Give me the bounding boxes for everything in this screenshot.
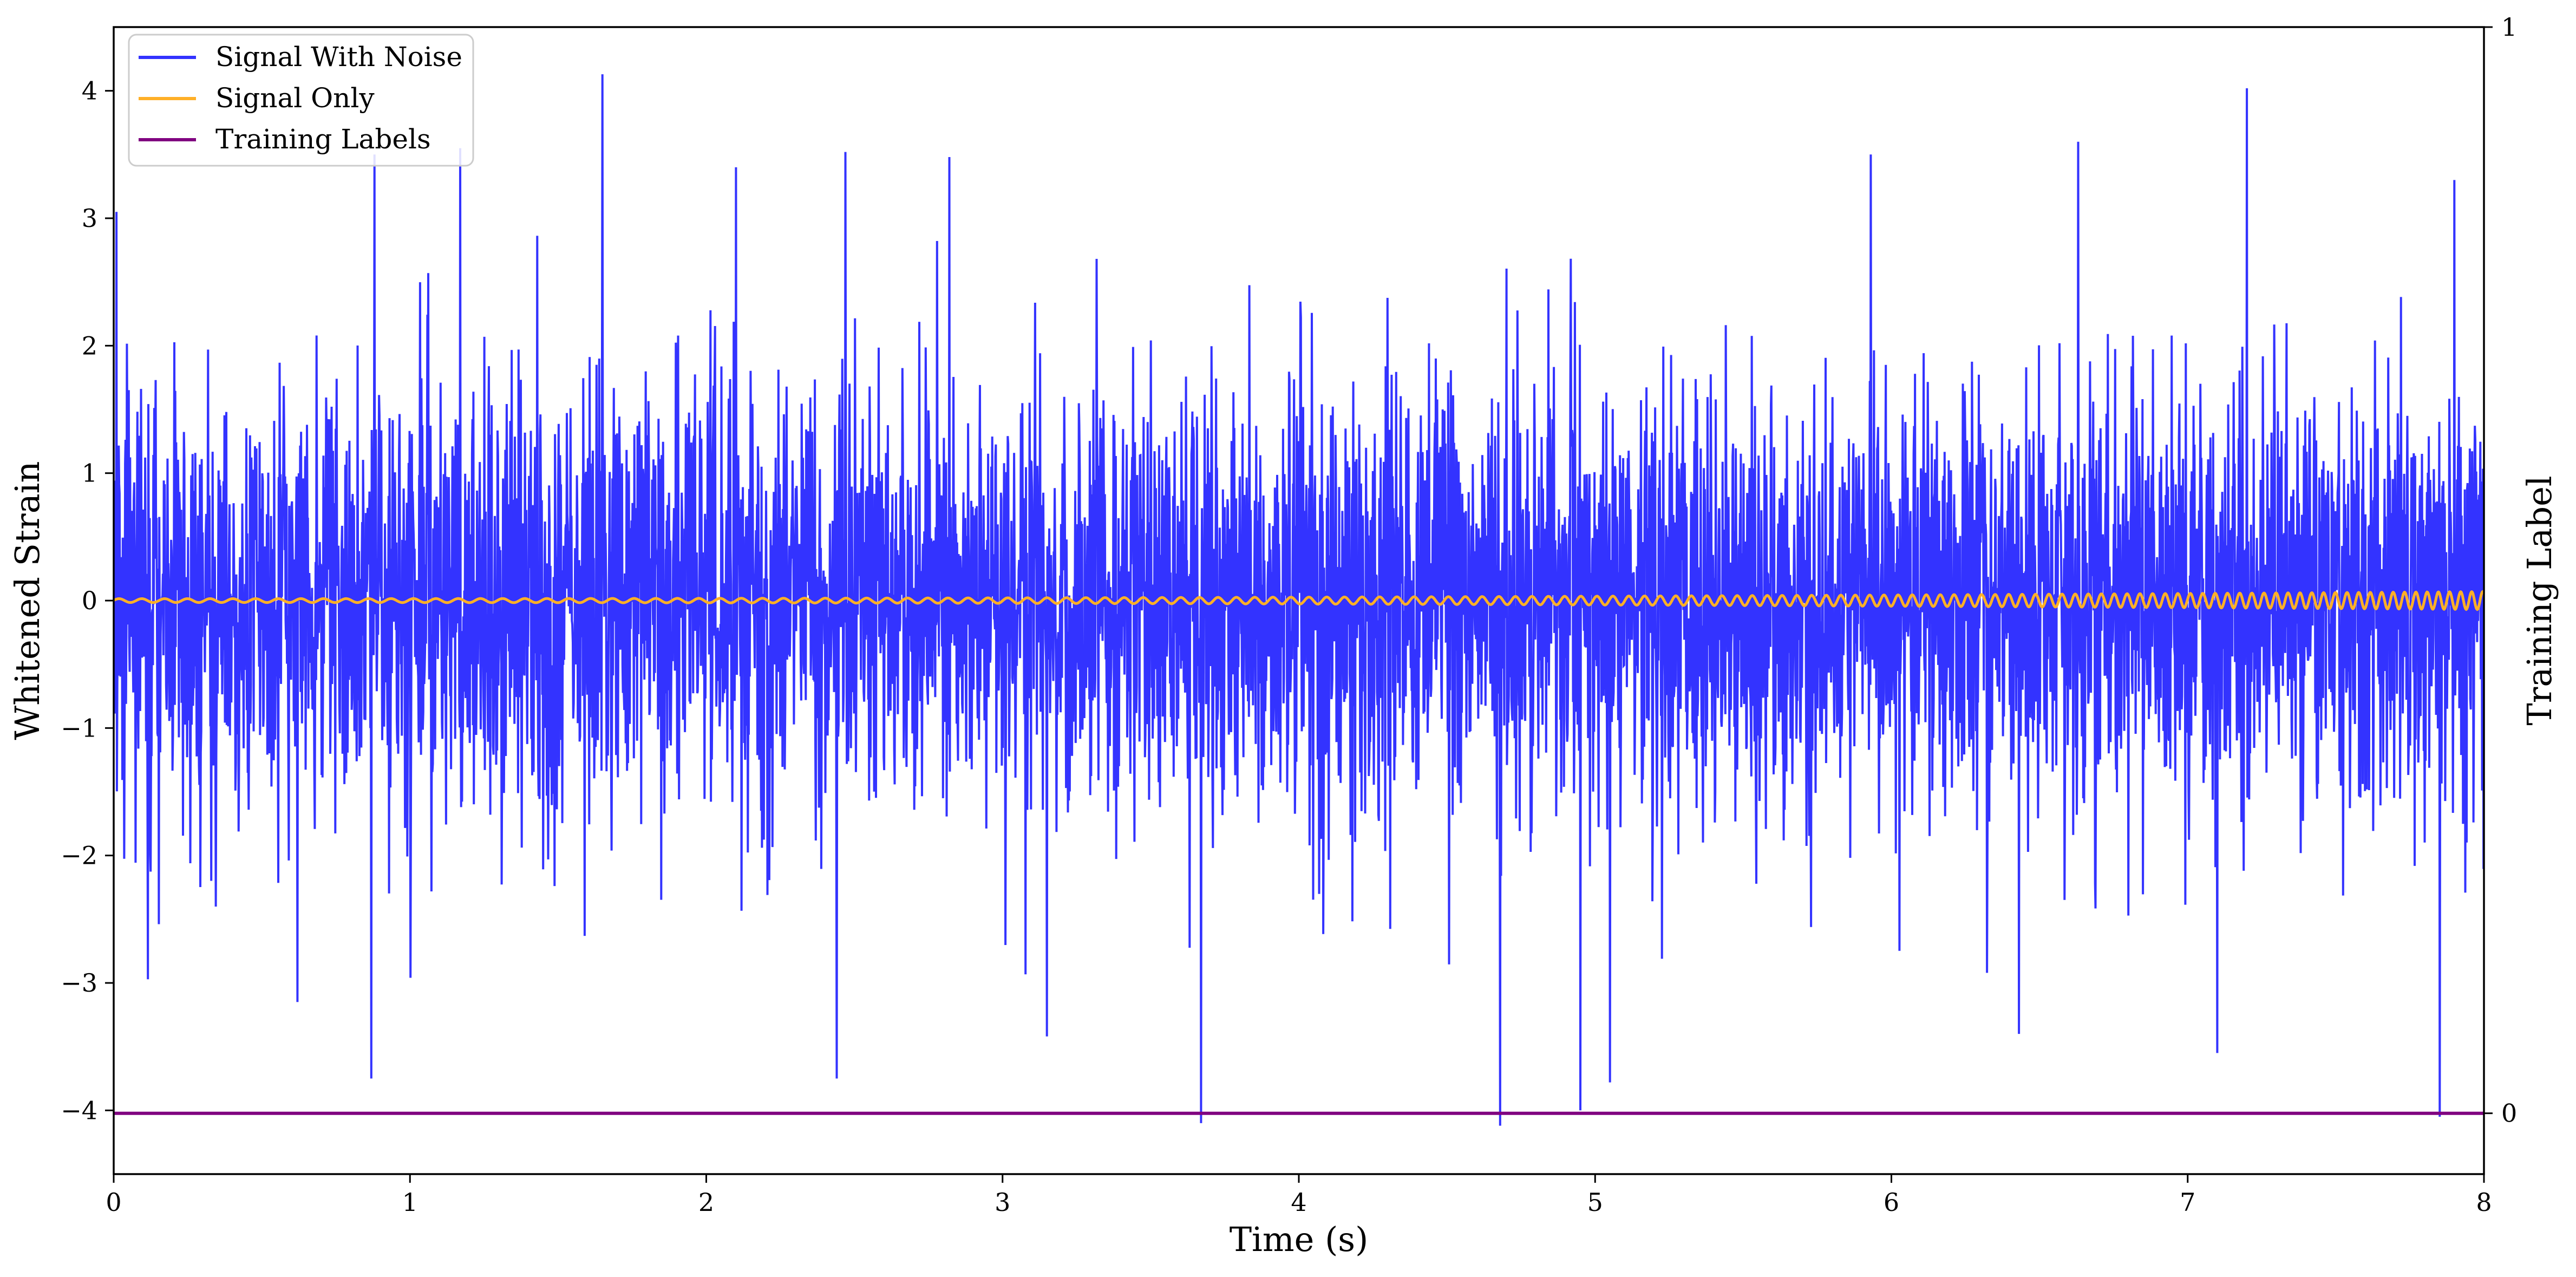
x-tick-label: 2 [698,1188,714,1217]
series-line-signal-with-noise [114,74,2484,1126]
y-tick-label: −2 [61,841,97,870]
y-axis-right: 01 [2484,12,2517,1128]
legend-entry-signal-with-noise: Signal With Noise [215,41,462,73]
y2-axis-label: Training Label [2520,475,2559,725]
legend-entry-signal-only: Signal Only [215,82,375,114]
legend-box [128,34,474,167]
legend-entry-training-labels: Training Labels [215,123,431,155]
y2-tick-label: 1 [2501,12,2517,42]
x-tick-label: 8 [2476,1188,2492,1217]
x-tick-label: 6 [1884,1188,1899,1217]
x-axis: 0 1 2 3 4 5 6 7 8 [106,1174,2492,1217]
y-tick-label: 3 [82,204,97,233]
x-tick-label: 7 [2180,1188,2195,1217]
y2-tick-label: 0 [2501,1099,2517,1128]
y-axis-label: Whitened Strain [8,461,47,740]
x-tick-label: 5 [1587,1188,1603,1217]
legend: Signal With Noise Signal Only Training L… [128,34,474,167]
x-axis-label: Time (s) [1230,1220,1369,1259]
y-tick-label: −3 [61,968,97,998]
y-axis-left: −4 −3 −2 −1 0 1 2 3 4 [61,76,114,1125]
y-tick-label: −4 [61,1096,97,1125]
y-tick-label: 1 [82,459,97,488]
y-tick-label: 2 [82,331,97,360]
series-line-signal-only [114,590,2484,611]
x-tick-label: 3 [995,1188,1010,1217]
x-tick-label: 0 [106,1188,121,1217]
y-tick-label: 0 [82,586,97,615]
y-tick-label: −1 [61,713,97,742]
x-tick-label: 4 [1291,1188,1306,1217]
plot-area [113,26,2485,1175]
x-tick-label: 1 [402,1188,418,1217]
y-tick-label: 4 [82,76,97,106]
